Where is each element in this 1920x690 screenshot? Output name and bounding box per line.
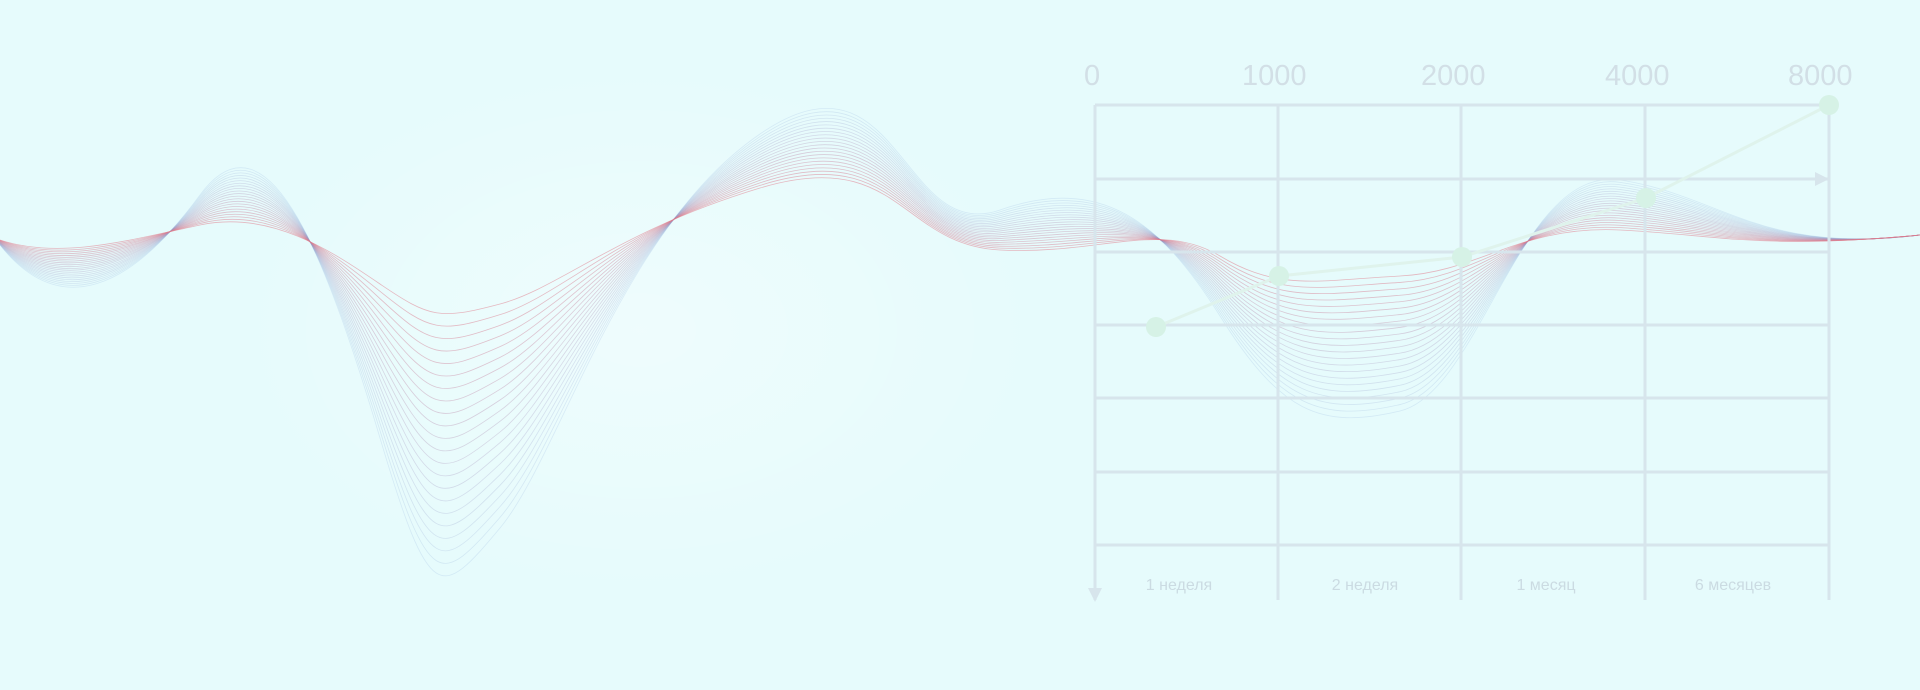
wave-line <box>0 140 1920 452</box>
wave-line <box>0 177 1920 315</box>
scale-label-2000: 2000 <box>1421 60 1486 92</box>
wave-line <box>0 114 1920 552</box>
period-label-months-6: 6 месяцев <box>1694 577 1772 594</box>
growth-point <box>1269 266 1289 286</box>
scale-label-8000: 8000 <box>1788 60 1853 92</box>
wave-line <box>0 111 1920 564</box>
wave-line <box>0 157 1920 389</box>
arrow-down-icon <box>1088 588 1102 602</box>
scale-label-0: 0 <box>1084 60 1101 92</box>
wave-line <box>0 121 1920 527</box>
wave-line <box>0 150 1920 414</box>
growth-point <box>1452 247 1472 267</box>
wave-line <box>0 160 1920 377</box>
growth-point <box>1636 188 1656 208</box>
wave-line <box>0 124 1920 514</box>
period-label-week-1: 1 неделя <box>1145 577 1213 594</box>
center-glow <box>230 60 1050 600</box>
wave-line <box>0 131 1920 489</box>
period-label-month-1: 1 месяц <box>1516 577 1576 594</box>
wave-line <box>0 117 1920 539</box>
scale-label-1000: 1000 <box>1242 60 1307 92</box>
growth-line <box>1155 103 1830 329</box>
growth-point <box>1146 317 1166 337</box>
arrow-right-icon <box>1815 172 1829 186</box>
wave-line <box>0 147 1920 427</box>
wave-line <box>0 154 1920 402</box>
wave-line <box>0 137 1920 464</box>
wave-line <box>0 144 1920 439</box>
wave-line <box>0 127 1920 502</box>
period-label-week-2: 2 неделя <box>1331 577 1399 594</box>
growth-point <box>1819 95 1839 115</box>
scale-label-4000: 4000 <box>1605 60 1670 92</box>
wave-line <box>0 108 1920 577</box>
